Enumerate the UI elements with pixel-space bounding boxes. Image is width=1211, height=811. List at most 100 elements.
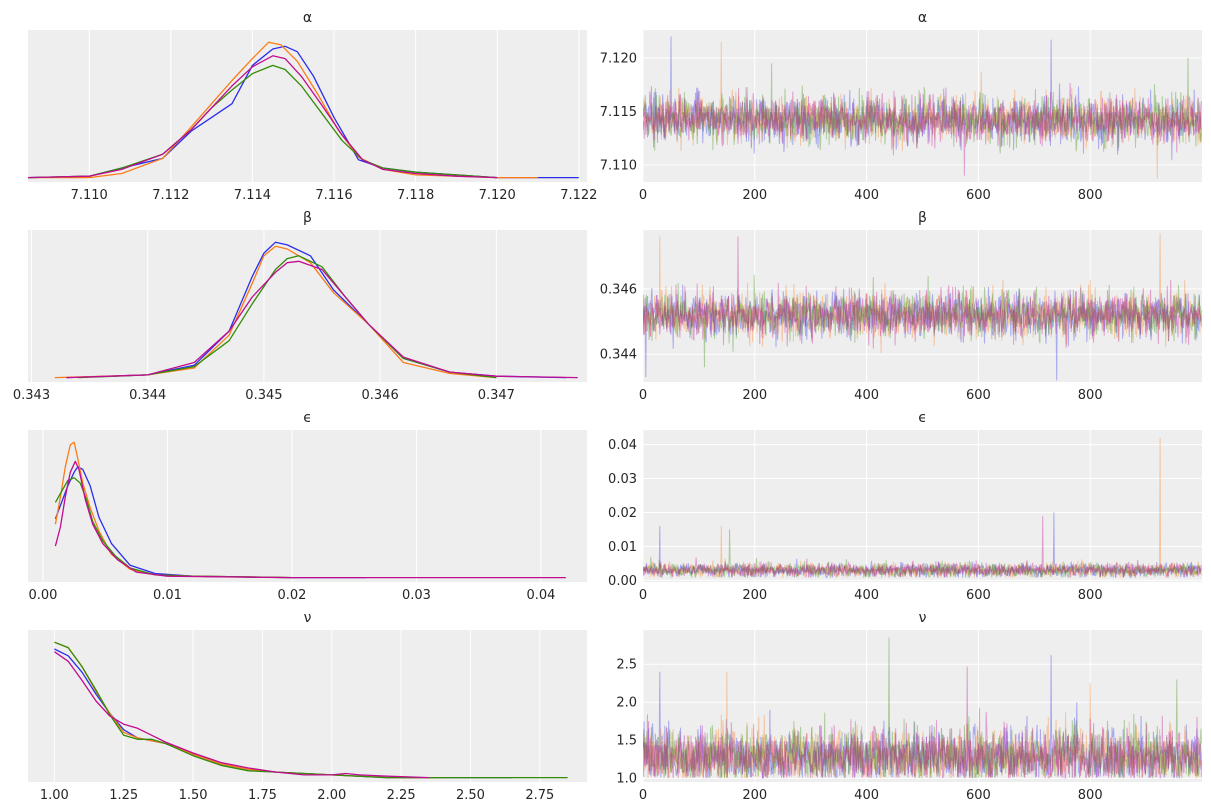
- y-tick-label: 2.5: [616, 658, 637, 673]
- trace-line-chain-3: [643, 236, 1202, 349]
- trace-line-chain-0: [643, 655, 1202, 779]
- x-tick-label: 400: [854, 188, 879, 203]
- y-tick-label: 0.01: [608, 540, 637, 555]
- x-tick-label: 600: [966, 588, 991, 603]
- series-group: [54, 641, 568, 779]
- series-group: [54, 241, 578, 379]
- plot-area: [28, 430, 587, 582]
- y-tick-label: 0.02: [608, 506, 637, 521]
- x-tick-label: 400: [854, 388, 879, 403]
- y-tick-label: 1.0: [616, 772, 637, 787]
- subplot-title: α: [918, 10, 927, 26]
- trace-line-chain-3: [643, 82, 1202, 176]
- y-tick-label: 0.03: [608, 472, 637, 487]
- panel-density-6: 1.00 1.25 1.50 1.75 2.00 2.25 2.50 2.75 ν: [28, 610, 587, 803]
- x-tick-label: 0.344: [129, 388, 166, 403]
- trace-line-chain-0: [643, 36, 1202, 161]
- panel-density-0: 7.110 7.112 7.114 7.116 7.118 7.120 7.122 α: [28, 10, 597, 203]
- trace-line-chain-3: [643, 666, 1202, 779]
- x-tick-label: 600: [966, 188, 991, 203]
- y-tick-label: 7.110: [600, 158, 637, 173]
- x-tick-label: 0.03: [402, 588, 431, 603]
- trace-line-chain-2: [643, 529, 1202, 579]
- x-tick-label: 7.110: [71, 188, 108, 203]
- trace-line-chain-1: [643, 671, 1202, 780]
- subplot-title: ϵ: [918, 410, 927, 426]
- x-tick-label: 600: [966, 788, 991, 803]
- plot-area: [28, 30, 587, 182]
- x-tick-label: 1.50: [179, 788, 208, 803]
- x-tick-label: 7.116: [315, 188, 352, 203]
- panel-trace-5: 0 200 400 600 800 0.00 0.01 0.02 0.03 0.04 ϵ: [608, 410, 1202, 603]
- x-tick-label: 1.25: [109, 788, 138, 803]
- series-group: [54, 441, 566, 579]
- series-group: [643, 233, 1202, 381]
- series-group: [643, 36, 1202, 179]
- trace-line-chain-0: [643, 284, 1202, 381]
- y-tick-label: 0.04: [608, 438, 637, 453]
- x-tick-label: 0.347: [478, 388, 515, 403]
- x-tick-label: 7.120: [479, 188, 516, 203]
- subplot-title: ϵ: [303, 410, 312, 426]
- trace-line-chain-2: [643, 274, 1202, 368]
- x-tick-label: 0: [639, 188, 647, 203]
- x-tick-label: 2.25: [387, 788, 416, 803]
- x-tick-label: 800: [1078, 388, 1103, 403]
- density-line-chain-3: [54, 460, 566, 579]
- trace-line-chain-1: [643, 437, 1202, 578]
- x-tick-label: 400: [854, 788, 879, 803]
- y-tick-label: 2.0: [616, 696, 637, 711]
- x-tick-label: 0: [639, 588, 647, 603]
- y-tick-label: 0.00: [608, 574, 637, 589]
- subplot-title: ν: [304, 610, 312, 626]
- x-tick-label: 0.02: [277, 588, 306, 603]
- panel-density-4: 0.00 0.01 0.02 0.03 0.04 ϵ: [28, 410, 587, 603]
- x-tick-label: 200: [742, 388, 767, 403]
- x-tick-label: 800: [1078, 188, 1103, 203]
- y-tick-label: 0.344: [600, 348, 637, 363]
- y-tick-label: 1.5: [616, 734, 637, 749]
- x-tick-label: 800: [1078, 788, 1103, 803]
- plot-area: [28, 630, 587, 782]
- x-tick-label: 7.114: [234, 188, 271, 203]
- panel-trace-1: 0 200 400 600 800 7.110 7.115 7.120 α: [600, 10, 1202, 203]
- series-group: [28, 41, 579, 179]
- plot-area: [643, 430, 1202, 582]
- density-line-chain-3: [66, 260, 578, 379]
- panel-trace-7: 0 200 400 600 800 1.0 1.5 2.0 2.5 ν: [616, 610, 1202, 803]
- x-tick-label: 7.112: [152, 188, 189, 203]
- panel-density-2: 0.343 0.344 0.345 0.346 0.347 β: [13, 210, 587, 403]
- density-line-chain-2: [54, 641, 568, 779]
- density-line-chain-3: [54, 651, 429, 779]
- x-tick-label: 200: [742, 788, 767, 803]
- x-tick-label: 0.343: [13, 388, 50, 403]
- subplot-title: β: [918, 210, 927, 226]
- x-tick-label: 1.00: [40, 788, 69, 803]
- subplot-title: α: [303, 10, 312, 26]
- panel-trace-3: 0 200 400 600 800 0.344 0.346 β: [600, 210, 1202, 403]
- x-tick-label: 0: [639, 388, 647, 403]
- x-tick-label: 0: [639, 788, 647, 803]
- x-tick-label: 600: [966, 388, 991, 403]
- y-tick-label: 0.346: [600, 282, 637, 297]
- x-tick-label: 2.75: [525, 788, 554, 803]
- x-tick-label: 0.346: [362, 388, 399, 403]
- x-tick-label: 7.118: [397, 188, 434, 203]
- x-tick-label: 2.50: [456, 788, 485, 803]
- series-group: [643, 437, 1202, 579]
- density-line-chain-2: [77, 255, 497, 379]
- trace-line-chain-3: [643, 515, 1202, 579]
- x-tick-label: 7.122: [560, 188, 597, 203]
- x-tick-label: 1.75: [248, 788, 277, 803]
- trace-line-chain-2: [643, 637, 1202, 779]
- trace-line-chain-2: [643, 57, 1202, 154]
- x-tick-label: 0.345: [245, 388, 282, 403]
- plot-area: [643, 630, 1202, 782]
- series-group: [643, 637, 1202, 780]
- x-tick-label: 0.01: [153, 588, 182, 603]
- x-tick-label: 0.00: [28, 588, 57, 603]
- density-line-chain-3: [28, 55, 498, 179]
- subplot-title: ν: [919, 610, 927, 626]
- plot-area: [643, 30, 1202, 182]
